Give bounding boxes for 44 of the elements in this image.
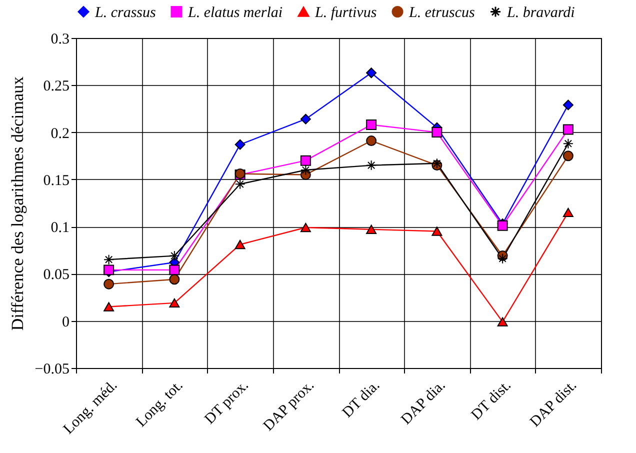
point [104, 254, 114, 265]
point [169, 264, 180, 276]
point [366, 120, 377, 130]
point [169, 274, 180, 285]
y-tick-label: 0.25 [43, 78, 70, 95]
point [104, 302, 114, 312]
legend-label: L. elatus merlai [187, 4, 283, 21]
y-tick-label: 0 [62, 314, 70, 330]
legend-label: L. furtivus [314, 4, 377, 21]
point [562, 124, 574, 135]
point [366, 224, 377, 234]
point [169, 298, 180, 308]
point [300, 114, 311, 124]
point [562, 138, 574, 149]
point [234, 139, 246, 150]
point [234, 178, 246, 190]
point [300, 164, 311, 176]
legend-label: L. crassus [94, 4, 156, 21]
point [562, 208, 574, 218]
legend-label: L. bravardi [506, 4, 575, 21]
point [562, 150, 574, 162]
y-tick-label: 0.05 [43, 267, 70, 284]
y-tick-label: 0.3 [50, 32, 70, 48]
point [366, 136, 377, 146]
point [497, 317, 508, 326]
y-tick-label: 0.1 [50, 220, 70, 236]
point [234, 240, 246, 250]
y-axis-title: Différence des logarithmes décimaux [8, 76, 27, 331]
x-tick-label: DT dia. [340, 378, 384, 422]
point [366, 160, 377, 171]
point [300, 155, 311, 166]
point [300, 222, 311, 232]
point [497, 253, 508, 264]
point [366, 68, 377, 78]
point [432, 127, 442, 138]
point [432, 226, 442, 236]
point [169, 250, 180, 262]
point [562, 100, 574, 110]
y-tick-label: 0.2 [50, 126, 70, 142]
y-tick-label: 0.15 [43, 172, 70, 189]
point [104, 278, 114, 290]
y-tick-label: −0.05 [34, 362, 70, 378]
x-tick-label: DT dist. [468, 378, 514, 424]
legend-label: L. etruscus [408, 4, 475, 21]
